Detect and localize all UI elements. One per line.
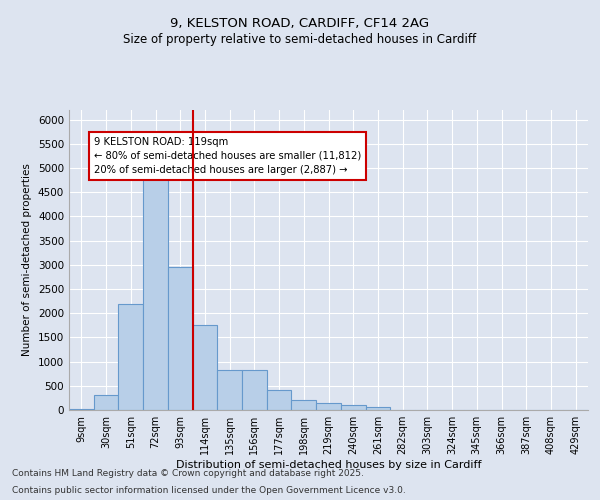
Bar xyxy=(341,405,365,410)
Bar xyxy=(118,304,143,410)
Text: 9, KELSTON ROAD, CARDIFF, CF14 2AG: 9, KELSTON ROAD, CARDIFF, CF14 2AG xyxy=(170,18,430,30)
Bar xyxy=(143,170,168,410)
Bar xyxy=(217,370,242,410)
X-axis label: Distribution of semi-detached houses by size in Cardiff: Distribution of semi-detached houses by … xyxy=(176,460,481,470)
Bar xyxy=(316,402,341,410)
Bar xyxy=(69,408,94,410)
Text: Contains public sector information licensed under the Open Government Licence v3: Contains public sector information licen… xyxy=(12,486,406,495)
Bar xyxy=(292,400,316,410)
Bar xyxy=(193,326,217,410)
Bar xyxy=(365,407,390,410)
Bar xyxy=(94,396,118,410)
Text: Contains HM Land Registry data © Crown copyright and database right 2025.: Contains HM Land Registry data © Crown c… xyxy=(12,468,364,477)
Y-axis label: Number of semi-detached properties: Number of semi-detached properties xyxy=(22,164,32,356)
Bar xyxy=(242,370,267,410)
Bar xyxy=(168,268,193,410)
Text: 9 KELSTON ROAD: 119sqm
← 80% of semi-detached houses are smaller (11,812)
20% of: 9 KELSTON ROAD: 119sqm ← 80% of semi-det… xyxy=(94,136,361,174)
Bar xyxy=(267,390,292,410)
Text: Size of property relative to semi-detached houses in Cardiff: Size of property relative to semi-detach… xyxy=(124,32,476,46)
